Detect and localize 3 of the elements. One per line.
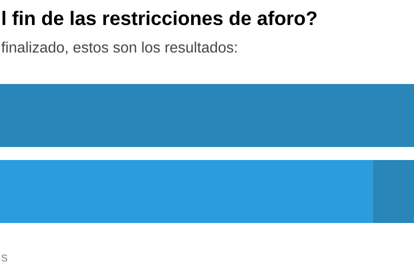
chart-subtitle: finalizado, estos son los resultados: — [1, 42, 237, 54]
chart-title: l fin de las restricciones de aforo? — [2, 10, 316, 26]
text: s — [2, 254, 8, 262]
